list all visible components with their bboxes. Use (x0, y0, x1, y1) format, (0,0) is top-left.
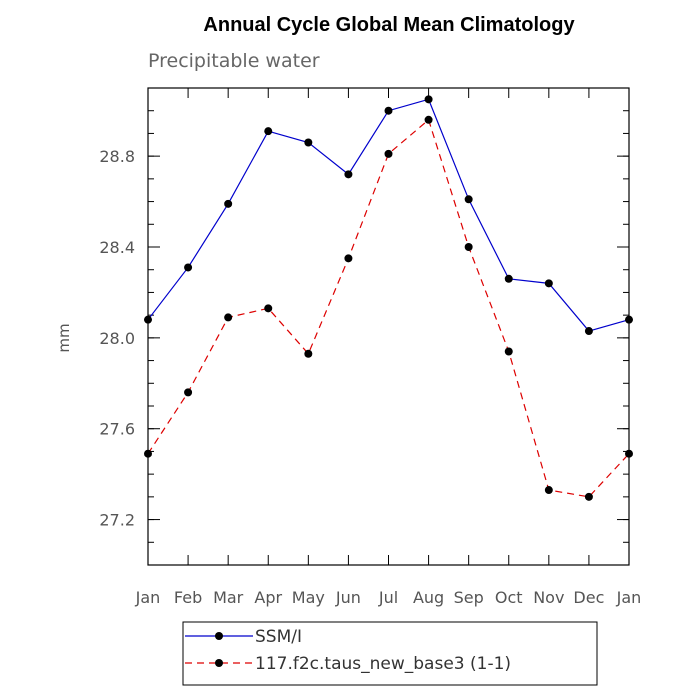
legend: SSM/I 117.f2c.taus_new_base3 (1-1) (182, 621, 598, 686)
data-point (625, 449, 633, 458)
x-tick-label: Mar (213, 588, 244, 607)
y-tick-label: 28.8 (99, 147, 135, 166)
x-tick-label: May (292, 588, 325, 607)
y-tick-label: 28.4 (99, 238, 135, 257)
data-point (544, 279, 553, 288)
y-tick-label: 27.6 (99, 420, 135, 439)
series-group (144, 95, 633, 501)
x-tick-label: Jun (335, 588, 361, 607)
data-point (184, 388, 193, 397)
data-point (304, 349, 313, 358)
plot-frame (147, 87, 630, 566)
data-point (464, 195, 473, 204)
data-point (384, 149, 393, 158)
y-axis-label: mm (55, 323, 73, 352)
legend-marker (215, 659, 223, 667)
x-tick-label: Sep (454, 588, 484, 607)
x-tick-label: Aug (413, 588, 444, 607)
data-point (184, 263, 193, 272)
data-point (584, 492, 593, 501)
data-point (384, 106, 393, 115)
data-point (304, 138, 313, 147)
data-point (264, 304, 273, 313)
data-point (584, 327, 593, 336)
axis-ticks (147, 87, 630, 566)
series-line-1 (147, 98, 630, 332)
data-point (504, 274, 513, 283)
data-point (424, 95, 433, 104)
data-point (504, 347, 513, 356)
series-line-2 (147, 118, 630, 498)
data-point (264, 127, 273, 136)
data-point (224, 199, 233, 208)
legend-label-1: SSM/I (255, 627, 302, 647)
data-point (544, 486, 553, 495)
data-point (424, 115, 433, 124)
x-tick-label: Oct (495, 588, 523, 607)
y-tick-label: 28.0 (99, 329, 135, 348)
x-tick-label: Apr (254, 588, 282, 607)
chart-subtitle: Precipitable water (148, 50, 320, 72)
x-tick-label: Jan (135, 588, 161, 607)
data-point (464, 243, 473, 251)
x-tick-labels: Jan Feb Mar Apr May Jun Jul Aug Sep Oct Nov Dec Jan (135, 588, 642, 607)
data-point (144, 449, 152, 458)
y-tick-labels: 27.2 27.6 28.0 28.4 28.8 (99, 147, 135, 529)
x-tick-label: Jan (616, 588, 642, 607)
x-tick-label: Dec (573, 588, 604, 607)
legend-box (182, 621, 598, 686)
data-point (625, 315, 633, 324)
legend-label-2: 117.f2c.taus_new_base3 (1-1) (255, 654, 511, 674)
x-tick-label: Feb (174, 588, 202, 607)
data-point (344, 170, 353, 179)
x-tick-label: Nov (533, 588, 564, 607)
y-tick-label: 27.2 (99, 511, 135, 530)
data-point (344, 254, 353, 263)
legend-marker (215, 632, 223, 640)
chart-title: Annual Cycle Global Mean Climatology (203, 14, 575, 36)
data-point (144, 315, 152, 324)
x-tick-label: Jul (378, 588, 398, 607)
data-point (224, 313, 233, 322)
